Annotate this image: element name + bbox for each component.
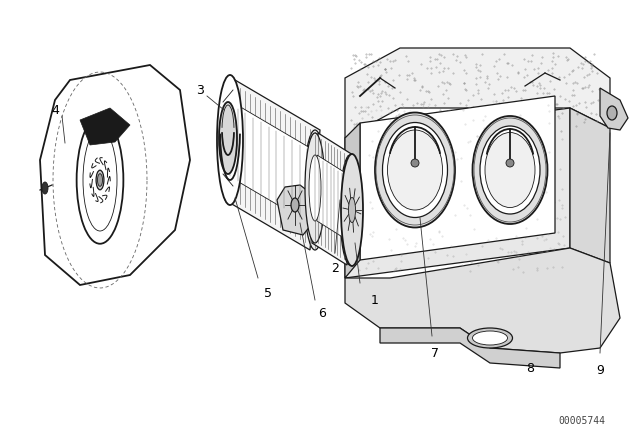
Polygon shape: [600, 88, 628, 130]
Polygon shape: [345, 248, 620, 353]
Ellipse shape: [411, 159, 419, 167]
Text: 2: 2: [331, 262, 339, 275]
Ellipse shape: [467, 328, 513, 348]
Ellipse shape: [485, 133, 535, 207]
Ellipse shape: [291, 198, 299, 212]
Ellipse shape: [506, 159, 514, 167]
Ellipse shape: [387, 130, 442, 210]
Polygon shape: [312, 133, 353, 265]
Ellipse shape: [480, 126, 540, 214]
Ellipse shape: [77, 116, 124, 244]
Ellipse shape: [96, 170, 104, 190]
Ellipse shape: [308, 152, 322, 228]
Polygon shape: [225, 80, 320, 250]
Ellipse shape: [305, 133, 325, 243]
Polygon shape: [80, 108, 130, 145]
Ellipse shape: [217, 75, 243, 205]
Polygon shape: [570, 108, 610, 263]
Polygon shape: [277, 185, 315, 235]
Ellipse shape: [97, 174, 102, 186]
Text: 7: 7: [431, 346, 439, 359]
Text: 00005744: 00005744: [559, 416, 605, 426]
Text: 9: 9: [596, 363, 604, 376]
Polygon shape: [345, 123, 360, 278]
Ellipse shape: [42, 182, 48, 194]
Text: 3: 3: [196, 83, 204, 96]
Ellipse shape: [223, 102, 237, 178]
Ellipse shape: [607, 106, 617, 120]
Ellipse shape: [349, 198, 355, 223]
Polygon shape: [345, 108, 570, 278]
Ellipse shape: [83, 129, 117, 231]
Polygon shape: [40, 65, 190, 285]
Polygon shape: [360, 96, 555, 260]
Ellipse shape: [309, 155, 321, 221]
Text: 5: 5: [264, 287, 272, 300]
Polygon shape: [380, 328, 560, 368]
Ellipse shape: [219, 80, 241, 200]
Polygon shape: [317, 155, 352, 243]
Ellipse shape: [383, 122, 447, 217]
Text: 8: 8: [526, 362, 534, 375]
Ellipse shape: [219, 102, 237, 174]
Ellipse shape: [472, 116, 547, 224]
Text: 6: 6: [318, 306, 326, 319]
Ellipse shape: [340, 155, 360, 265]
Text: 1: 1: [371, 293, 379, 306]
Polygon shape: [232, 102, 317, 228]
Ellipse shape: [341, 154, 363, 266]
Ellipse shape: [344, 177, 356, 243]
Ellipse shape: [375, 112, 455, 228]
Text: 4: 4: [51, 103, 59, 116]
Ellipse shape: [304, 130, 326, 250]
Polygon shape: [345, 48, 610, 138]
Ellipse shape: [472, 331, 508, 345]
